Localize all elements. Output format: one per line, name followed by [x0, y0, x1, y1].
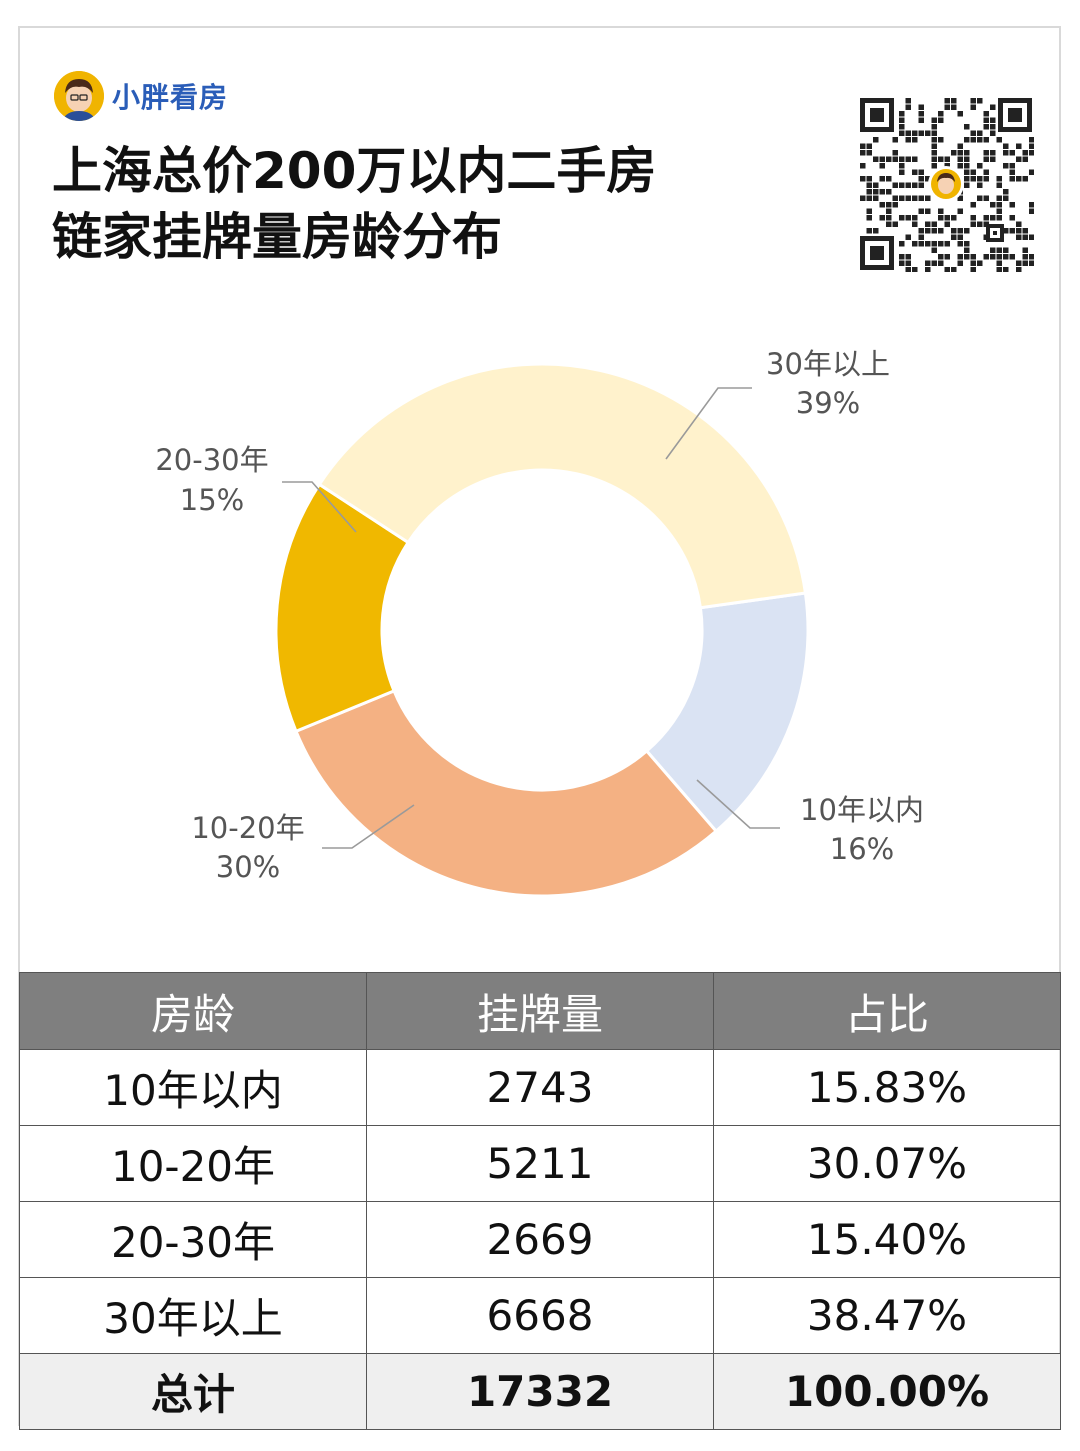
cell-age: 30年以上 — [19, 1277, 367, 1354]
avatar — [54, 71, 104, 121]
cell-share: 38.47% — [713, 1277, 1061, 1354]
cell-listings: 6668 — [366, 1277, 714, 1354]
total-label: 总计 — [19, 1353, 367, 1430]
leader-20-30 — [282, 481, 357, 533]
leader-10 — [696, 779, 780, 829]
table-total-row: 总计 17332 100.00% — [19, 1353, 1061, 1430]
header-listings: 挂牌量 — [366, 972, 714, 1050]
cell-age: 10-20年 — [19, 1125, 367, 1202]
total-listings: 17332 — [366, 1353, 714, 1430]
cell-age: 20-30年 — [19, 1201, 367, 1278]
donut-chart: 30年以上 39% 20-30年 15% 10年以内 16% 10-20年 30… — [155, 347, 924, 898]
table-row: 20-30年 2669 15.40% — [19, 1201, 1061, 1278]
qr-code-icon — [858, 96, 1034, 272]
table-header-row: 房龄 挂牌量 占比 — [19, 972, 1061, 1050]
label-10-pct: 16% — [830, 832, 894, 866]
label-30plus-name: 30年以上 — [766, 347, 890, 381]
label-10-name: 10年以内 — [800, 793, 924, 827]
header-share: 占比 — [713, 972, 1061, 1050]
label-10-20-pct: 30% — [216, 850, 280, 884]
total-share: 100.00% — [713, 1353, 1061, 1430]
cell-age: 10年以内 — [19, 1049, 367, 1126]
cell-share: 30.07% — [713, 1125, 1061, 1202]
title-line-1: 上海总价200万以内二手房 — [52, 142, 657, 200]
page-title: 上海总价200万以内二手房 链家挂牌量房龄分布 — [52, 138, 656, 270]
table-row: 30年以上 6668 38.47% — [19, 1277, 1061, 1354]
brand: 小胖看房 — [54, 70, 228, 122]
label-20-30-pct: 15% — [180, 483, 244, 517]
header-age: 房龄 — [19, 972, 367, 1050]
leader-10-20 — [322, 804, 415, 849]
table-row: 10年以内 2743 15.83% — [19, 1049, 1061, 1126]
cell-listings: 2743 — [366, 1049, 714, 1126]
label-10-20-name: 10-20年 — [191, 811, 304, 845]
leader-30plus — [665, 387, 752, 460]
label-30plus-pct: 39% — [796, 386, 860, 420]
label-20-30-name: 20-30年 — [155, 443, 268, 477]
data-table: 房龄 挂牌量 占比 10年以内 2743 15.83% 10-20年 5211 … — [19, 972, 1061, 1430]
cell-listings: 2669 — [366, 1201, 714, 1278]
donut-slice-30plus — [317, 362, 808, 610]
cell-listings: 5211 — [366, 1125, 714, 1202]
donut-slice-10-20 — [294, 688, 719, 898]
title-line-2: 链家挂牌量房龄分布 — [52, 208, 502, 266]
table-row: 10-20年 5211 30.07% — [19, 1125, 1061, 1202]
brand-name: 小胖看房 — [112, 81, 229, 114]
cell-share: 15.83% — [713, 1049, 1061, 1126]
cell-share: 15.40% — [713, 1201, 1061, 1278]
